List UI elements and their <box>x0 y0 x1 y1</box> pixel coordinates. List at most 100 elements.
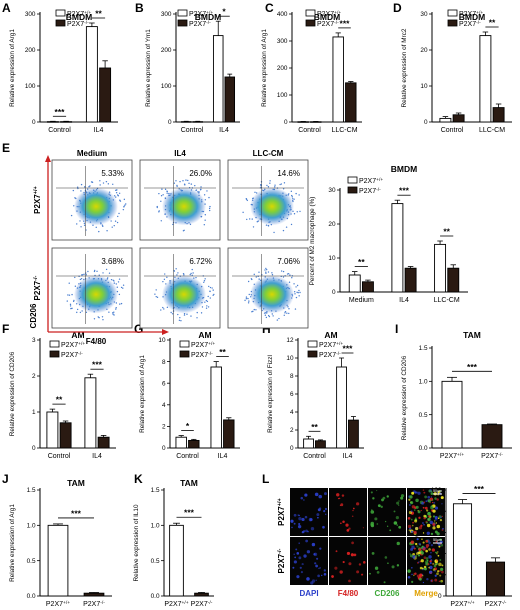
micro-signal <box>437 554 440 557</box>
micro-signal <box>427 495 431 499</box>
chart-title: AM <box>198 330 211 340</box>
micro-signal <box>418 577 422 581</box>
y-tick-label: 0 <box>168 119 172 126</box>
micro-signal <box>395 516 399 520</box>
bar-p2x7-wt <box>479 35 492 123</box>
micro-signal <box>382 496 386 500</box>
flow-event <box>282 229 285 232</box>
y-tick-label: 1.5 <box>419 345 428 352</box>
flow-event <box>282 188 285 190</box>
flow-event <box>115 307 117 309</box>
micro-signal <box>440 516 442 519</box>
micro-signal <box>396 524 398 526</box>
flow-event <box>67 294 69 296</box>
micro-signal <box>430 490 433 493</box>
micro-signal <box>410 510 413 512</box>
y-tick-label: 100 <box>161 83 172 90</box>
micro-row-label: P2X7+/+ <box>277 497 286 525</box>
flow-event <box>160 220 162 222</box>
flow-event <box>96 270 98 273</box>
micro-signal <box>435 551 437 554</box>
flow-event <box>206 190 208 192</box>
micro-signal <box>386 495 389 498</box>
micro-signal <box>437 551 439 553</box>
flow-event <box>211 287 213 289</box>
micro-signal <box>435 522 437 524</box>
y-tick-label: 0.0 <box>27 593 36 600</box>
bar-p2x7-ko <box>194 592 209 597</box>
bar-p2x7-wt <box>332 36 344 123</box>
micro-signal <box>362 561 366 564</box>
y-tick-label: 1.0 <box>27 523 36 530</box>
chart-title: BMDM <box>314 12 340 22</box>
micro-signal <box>358 563 362 566</box>
legend: P2X7+/+P2X7-/- <box>177 10 213 28</box>
flow-event <box>293 198 295 200</box>
flow-event <box>289 274 291 276</box>
flow-event <box>190 183 193 185</box>
flow-event <box>247 280 250 283</box>
micro-signal <box>415 505 419 509</box>
y-tick-label: 0 <box>438 593 442 600</box>
micro-signal <box>421 522 424 525</box>
legend-swatch-wt <box>179 340 190 348</box>
y-axis-label: Percent of M2 macrophage (%) <box>309 197 316 286</box>
x-category-label: Control <box>48 127 71 134</box>
micro-signal <box>322 525 325 529</box>
micro-signal <box>303 554 307 558</box>
micro-signal <box>436 532 440 536</box>
flow-event <box>201 306 204 308</box>
flow-event <box>119 303 121 305</box>
y-tick-label: 0 <box>32 445 36 452</box>
flow-event <box>195 189 198 191</box>
legend-swatch-wt <box>55 9 66 17</box>
panel-j: J TAM Relative expression of Arg1 0.0 0.5 1.0… <box>2 472 112 608</box>
flow-event <box>252 226 255 228</box>
bar-p2x7-ko <box>345 82 357 123</box>
micro-signal <box>318 494 323 499</box>
flow-event <box>271 272 273 274</box>
micro-signal <box>370 510 375 514</box>
micro-frame <box>368 537 406 585</box>
flow-event <box>187 179 189 182</box>
bar-p2x7-ko <box>492 107 505 123</box>
flow-event <box>79 311 82 314</box>
micro-signal <box>407 575 411 579</box>
micro-signal <box>425 539 429 543</box>
flow-event <box>194 184 196 187</box>
legend-swatch-ko <box>447 19 458 27</box>
panel-letter-l: L <box>262 472 269 486</box>
micro-signal <box>418 526 423 530</box>
bar-p2x7-wt <box>336 366 347 449</box>
micro-signal <box>339 570 343 574</box>
sig-label: *** <box>92 360 103 370</box>
micro-signal <box>316 557 319 560</box>
micro-signal <box>435 540 438 543</box>
panel-k: K TAM Relative expression of IL10 0.0 0.5 1.0… <box>133 472 214 608</box>
flow-event <box>182 180 184 182</box>
bar-p2x7-ko <box>315 440 326 449</box>
micro-signal <box>411 524 414 527</box>
flow-event <box>117 281 120 283</box>
micro-signal <box>297 514 299 516</box>
flow-event <box>195 276 197 279</box>
flow-event <box>176 184 178 187</box>
micro-signal <box>414 491 417 494</box>
x-category-label: IL4 <box>92 453 102 460</box>
micro-signal <box>290 519 294 523</box>
flow-event <box>265 267 267 270</box>
legend-swatch-ko <box>347 186 358 194</box>
flow-event <box>106 230 108 232</box>
micro-signal <box>439 538 442 541</box>
flow-event <box>99 180 101 182</box>
flow-event <box>209 205 211 208</box>
flow-event <box>115 189 117 192</box>
flow-event <box>79 220 81 222</box>
flow-event <box>273 231 275 234</box>
y-axis-label: Relative expression of CD206 <box>9 351 16 436</box>
micro-signal <box>293 522 296 525</box>
micro-signal <box>426 578 429 581</box>
micro-signal <box>422 547 426 551</box>
y-tick-label: 0 <box>290 445 294 452</box>
micro-signal <box>407 516 411 520</box>
